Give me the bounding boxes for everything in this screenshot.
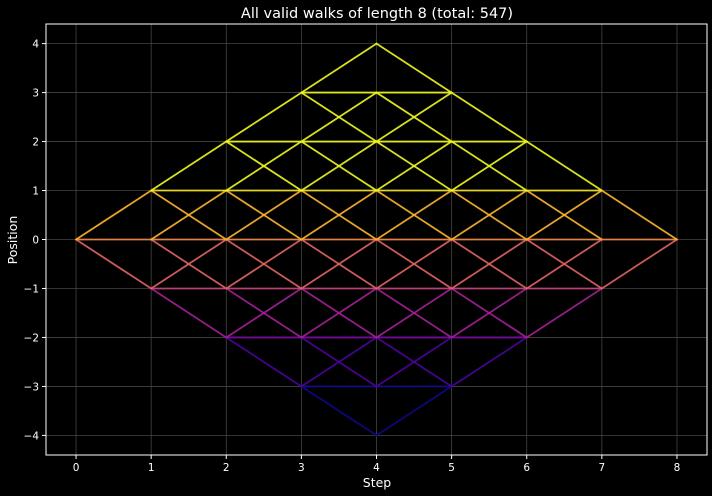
walk-segment [450, 287, 528, 339]
x-tick-label: 8 [674, 462, 681, 474]
walk-segment [375, 385, 453, 437]
walk-segment [75, 189, 153, 241]
walk-segment [150, 189, 228, 241]
walk-segment [150, 140, 228, 192]
walk-segment [375, 91, 453, 143]
walk-segment [300, 91, 378, 143]
walk-segment [450, 140, 528, 192]
y-tick-label: 4 [32, 39, 39, 51]
walk-segment [300, 385, 378, 437]
walk-segment [375, 140, 453, 192]
walk-segment [450, 336, 528, 388]
walk-segment [150, 238, 228, 290]
walk-segment [225, 189, 303, 241]
x-tick-label: 2 [223, 462, 230, 474]
x-tick-label: 7 [598, 462, 605, 474]
walk-segment [600, 238, 678, 290]
walk-segment [375, 336, 453, 388]
walk-segment [150, 287, 228, 339]
x-ticks: 0 1 2 3 4 5 6 7 8 [73, 455, 681, 474]
walk-segment [300, 287, 378, 339]
walk-segment [525, 287, 603, 339]
y-ticks: 4 3 2 1 0 −1 −2 −3 −4 [24, 39, 46, 442]
walk-segment [525, 189, 603, 241]
walk-segment [300, 42, 378, 94]
walk-segment [525, 140, 603, 192]
y-tick-label: 0 [32, 235, 39, 247]
y-axis-label: Position [5, 216, 20, 265]
walk-segment [525, 238, 603, 290]
walk-segment [225, 287, 303, 339]
walk-segment [375, 287, 453, 339]
walk-segment [300, 336, 378, 388]
y-tick-label: −4 [24, 430, 40, 442]
walk-segment [450, 189, 528, 241]
walk-segment [300, 140, 378, 192]
walk-segment [75, 238, 153, 290]
x-tick-label: 4 [373, 462, 380, 474]
walk-segments [75, 42, 678, 437]
x-axis-label: Step [363, 475, 392, 490]
x-tick-label: 5 [448, 462, 455, 474]
walk-segment [225, 140, 303, 192]
chart-title: All valid walks of length 8 (total: 547) [241, 6, 513, 22]
walk-segment [375, 42, 453, 94]
walk-segment [375, 189, 453, 241]
walk-segment [450, 91, 528, 143]
walk-segment [450, 238, 528, 290]
walk-segment [225, 91, 303, 143]
x-tick-label: 6 [523, 462, 530, 474]
walk-segment [300, 189, 378, 241]
y-tick-label: 2 [32, 137, 39, 149]
walk-segment [300, 238, 378, 290]
x-tick-label: 0 [73, 462, 80, 474]
y-tick-label: 1 [32, 186, 39, 198]
y-tick-label: 3 [32, 88, 39, 100]
walk-segment [225, 238, 303, 290]
walk-segment [600, 189, 678, 241]
x-tick-label: 1 [148, 462, 155, 474]
y-tick-label: −1 [24, 283, 39, 295]
y-tick-label: −2 [24, 332, 39, 344]
y-tick-label: −3 [24, 381, 39, 393]
walk-segment [225, 336, 303, 388]
x-tick-label: 3 [298, 462, 305, 474]
walk-segment [375, 238, 453, 290]
